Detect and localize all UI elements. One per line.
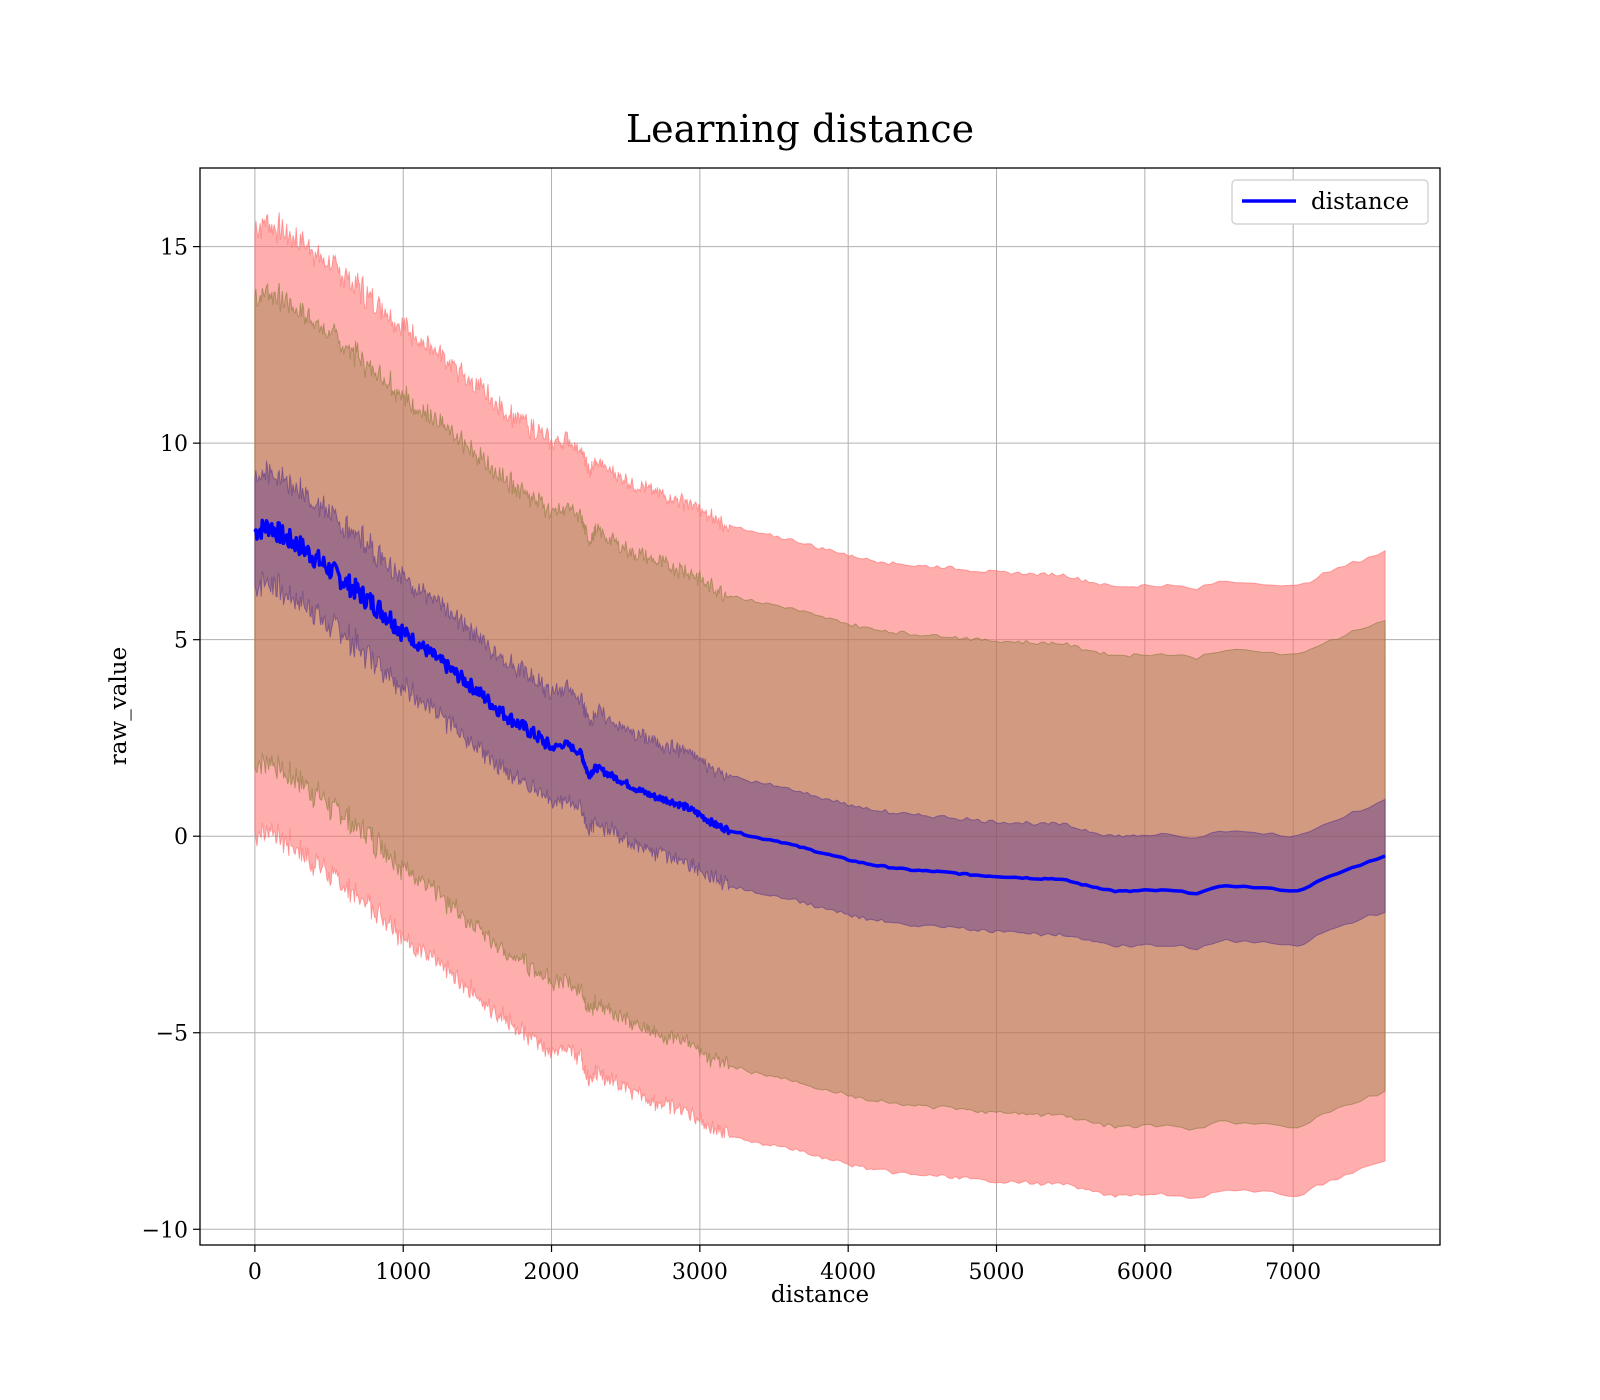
series-line-distance	[253, 518, 1386, 896]
band-0	[254, 212, 1386, 1200]
x-tick-label-0: 0	[248, 1260, 262, 1285]
x-tick-label-5: 5000	[969, 1260, 1025, 1285]
y-tick-label-4: 10	[160, 432, 188, 457]
series-lines	[253, 518, 1386, 896]
x-tick-label-3: 3000	[672, 1260, 728, 1285]
y-tick-label-2: 0	[174, 825, 188, 850]
y-axis: −10 −5 0 5 10 15	[142, 236, 200, 1243]
y-tick-label-5: 15	[160, 236, 188, 261]
x-axis-label: distance	[771, 1282, 869, 1308]
legend-box	[1231, 179, 1429, 225]
x-axis: 0 1000 2000 3000 4000 5000 6000 7000	[248, 1245, 1321, 1285]
y-tick-label-3: 5	[174, 629, 188, 654]
y-axis-label: raw_value	[106, 647, 132, 765]
x-tick-label-7: 7000	[1265, 1260, 1321, 1285]
legend-label-distance: distance	[1311, 189, 1409, 215]
x-tick-label-2: 2000	[524, 1260, 580, 1285]
plot-frame	[199, 167, 1441, 1246]
y-tick-label-1: −5	[156, 1022, 188, 1047]
x-tick-label-6: 6000	[1117, 1260, 1173, 1285]
band-1	[254, 282, 1386, 1131]
y-tick-label-0: −10	[142, 1218, 188, 1243]
x-tick-label-4: 4000	[820, 1260, 876, 1285]
chart-title: Learning distance	[626, 107, 974, 151]
legend: distance	[1231, 179, 1429, 225]
x-tick-label-1: 1000	[375, 1260, 431, 1285]
